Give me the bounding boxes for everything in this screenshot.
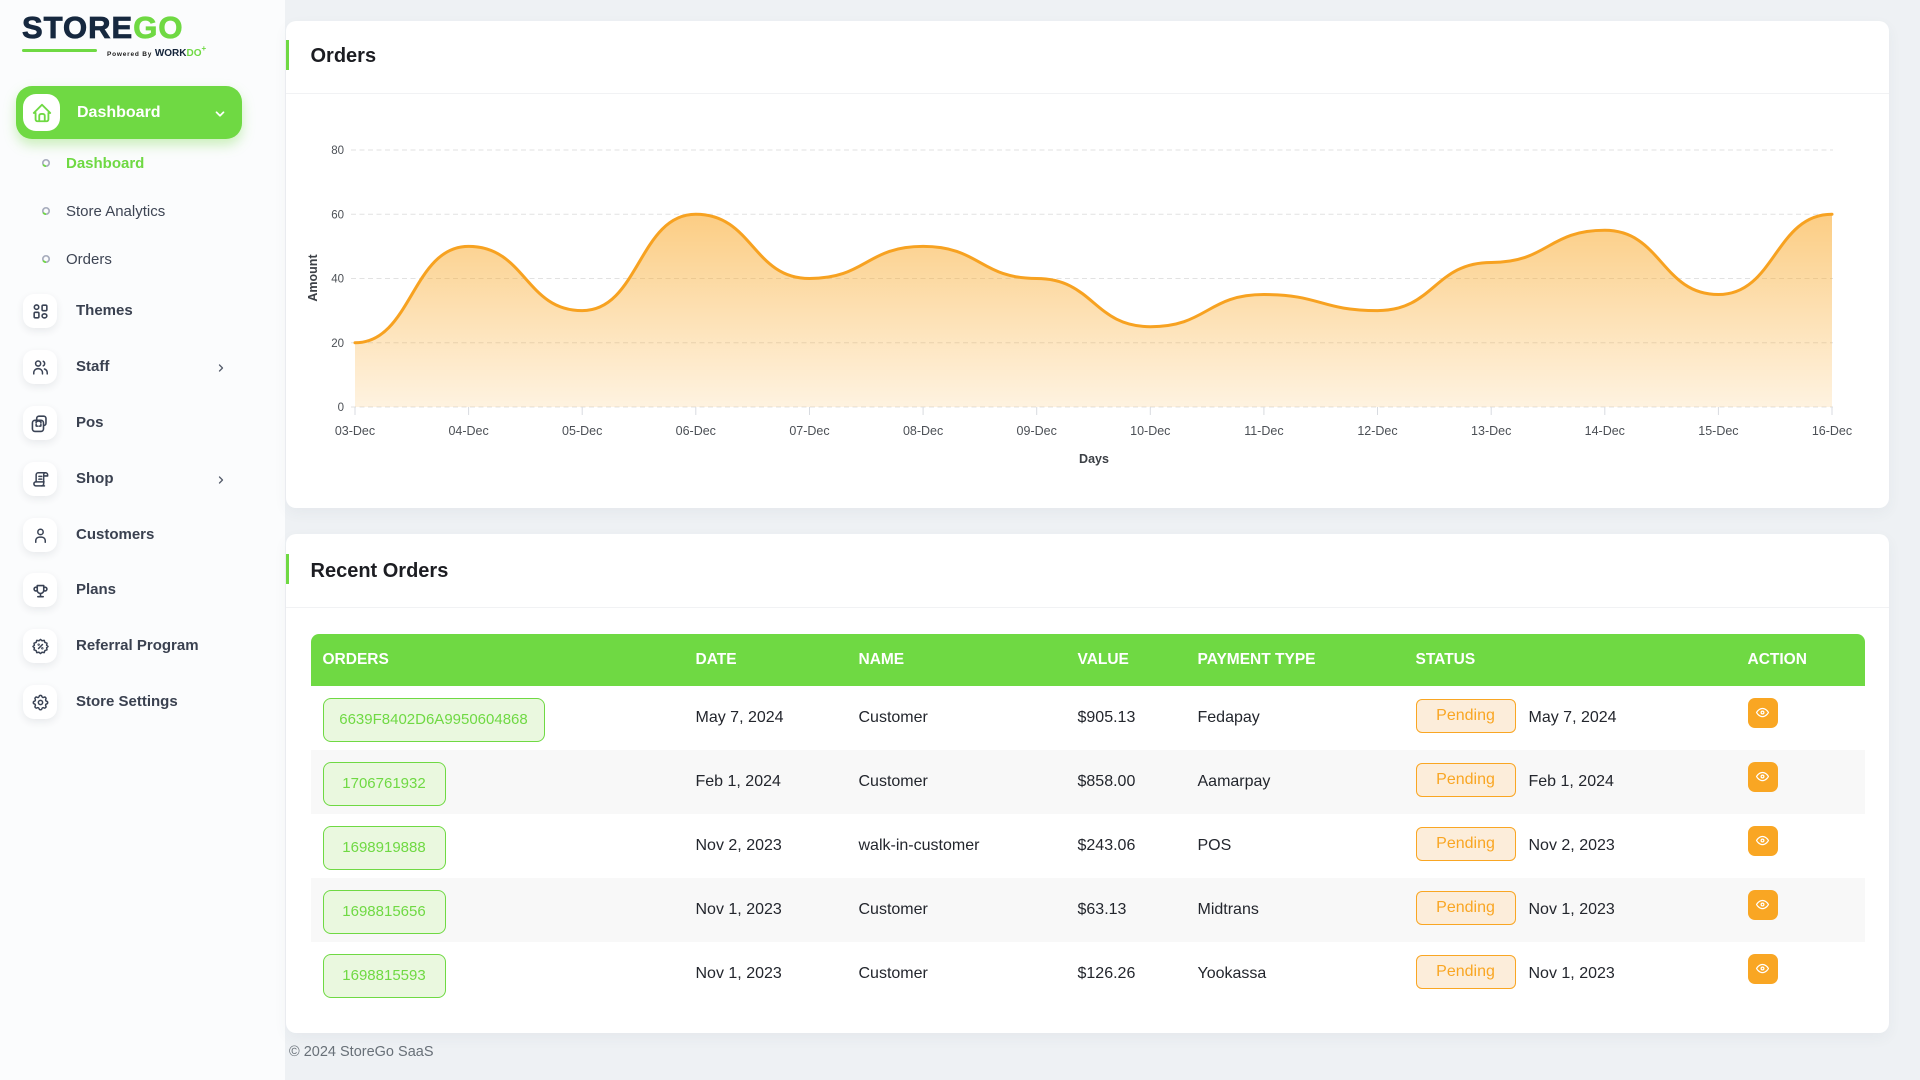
svg-text:0: 0 [337,402,343,414]
svg-text:03-Dec: 03-Dec [334,424,374,438]
svg-text:15-Dec: 15-Dec [1698,424,1738,438]
svg-text:80: 80 [331,145,344,157]
svg-text:12-Dec: 12-Dec [1357,424,1397,438]
svg-text:11-Dec: 11-Dec [1244,424,1283,438]
svg-text:04-Dec: 04-Dec [448,424,488,438]
svg-text:Days: Days [1079,452,1109,466]
svg-text:07-Dec: 07-Dec [789,424,829,438]
svg-text:40: 40 [331,274,344,286]
svg-text:05-Dec: 05-Dec [562,424,602,438]
svg-text:08-Dec: 08-Dec [902,424,942,438]
svg-text:Amount: Amount [306,254,320,302]
svg-text:09-Dec: 09-Dec [1016,424,1056,438]
svg-text:10-Dec: 10-Dec [1130,424,1170,438]
svg-text:14-Dec: 14-Dec [1584,424,1624,438]
svg-text:60: 60 [331,209,344,221]
svg-text:06-Dec: 06-Dec [675,424,715,438]
svg-text:20: 20 [331,338,344,350]
svg-text:16-Dec: 16-Dec [1811,424,1851,438]
svg-text:13-Dec: 13-Dec [1471,424,1511,438]
